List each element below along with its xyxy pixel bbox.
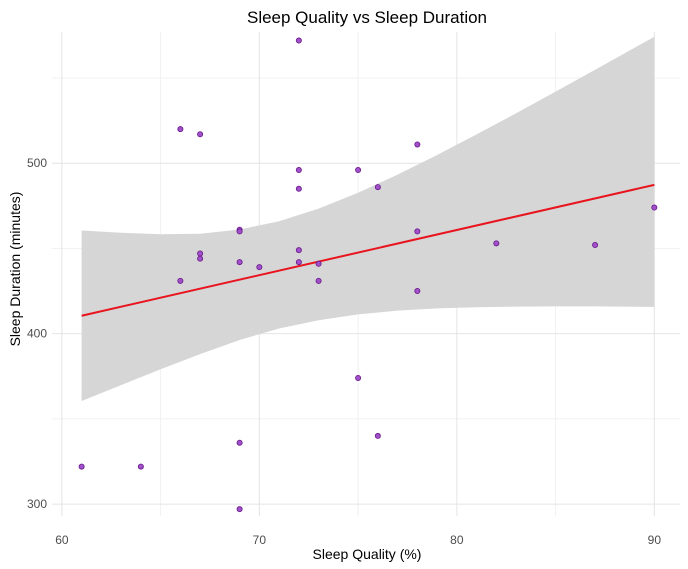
- data-point: [197, 250, 204, 257]
- tick-labels: 60 70 80 90 300 400 500: [27, 156, 661, 547]
- data-point: [315, 260, 322, 267]
- data-point: [374, 432, 381, 439]
- data-point: [295, 185, 302, 192]
- data-point: [355, 374, 362, 381]
- y-tick-label: 500: [27, 156, 47, 170]
- data-point: [493, 240, 500, 247]
- data-point: [355, 167, 362, 174]
- x-tick-label: 70: [253, 533, 267, 547]
- trend-line-layer: [81, 183, 655, 317]
- x-tick-label: 80: [450, 533, 464, 547]
- points-layer: [78, 37, 658, 513]
- data-point: [236, 259, 243, 266]
- x-axis-title: Sleep Quality (%): [313, 546, 422, 562]
- data-point: [414, 141, 421, 148]
- chart-title: Sleep Quality vs Sleep Duration: [247, 8, 487, 27]
- x-tick-label: 90: [648, 533, 662, 547]
- data-point: [236, 506, 243, 513]
- y-tick-label: 300: [27, 497, 47, 511]
- x-tick-label: 60: [55, 533, 69, 547]
- data-point: [295, 167, 302, 174]
- data-point: [236, 439, 243, 446]
- data-point: [137, 463, 144, 470]
- data-point: [177, 126, 184, 133]
- trend-line: [81, 183, 655, 317]
- data-point: [651, 204, 658, 211]
- confidence-band: [81, 36, 655, 402]
- y-axis-title: Sleep Duration (minutes): [7, 192, 23, 347]
- data-point: [414, 228, 421, 235]
- data-point: [295, 37, 302, 44]
- data-point: [197, 131, 204, 138]
- y-tick-label: 400: [27, 327, 47, 341]
- data-point: [414, 288, 421, 295]
- data-point: [295, 247, 302, 254]
- data-point: [236, 228, 243, 235]
- data-point: [197, 255, 204, 262]
- data-point: [177, 277, 184, 284]
- data-point: [78, 463, 85, 470]
- data-point: [315, 277, 322, 284]
- data-point: [592, 242, 599, 249]
- data-point: [256, 264, 263, 271]
- data-point: [374, 184, 381, 191]
- confidence-band-layer: [81, 36, 655, 402]
- data-point: [295, 259, 302, 266]
